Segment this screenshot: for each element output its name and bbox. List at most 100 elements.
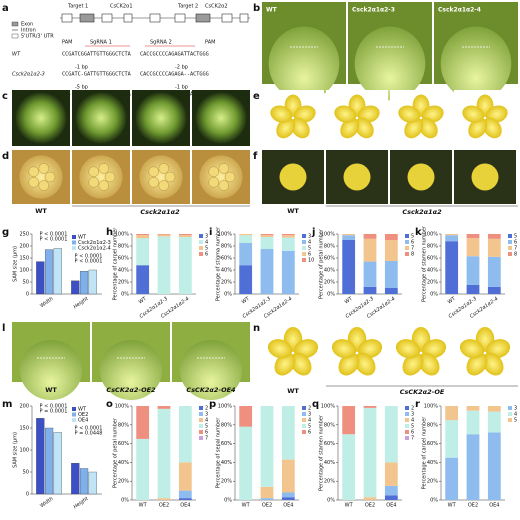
legend-swatch	[302, 252, 306, 256]
organ	[38, 180, 49, 191]
y-tick-label: 0%	[224, 498, 232, 504]
petal	[331, 339, 357, 359]
y-tick-label: 100%	[424, 404, 439, 410]
bar	[53, 432, 62, 495]
legend-text: Csck2α1α2-4	[78, 246, 111, 252]
bar-segment	[363, 407, 377, 498]
legend-text: OE4	[78, 418, 88, 424]
organ	[218, 163, 229, 174]
petal	[290, 352, 312, 376]
legend-text: 6	[308, 430, 311, 436]
legend-text: 5	[514, 418, 517, 424]
legend-swatch	[508, 246, 512, 250]
y-tick-label: 150	[19, 426, 29, 432]
y-tick-label: 80%	[427, 244, 438, 250]
legend-text: Exon	[21, 22, 33, 28]
bar	[36, 261, 45, 295]
bar-segment	[281, 492, 295, 498]
legend-swatch	[302, 406, 306, 410]
bar-segment	[466, 238, 480, 257]
panel-label: o	[106, 399, 113, 410]
y-tick-label: 80%	[118, 422, 129, 428]
legend-swatch	[199, 430, 203, 434]
organ	[88, 166, 99, 177]
organ	[164, 171, 176, 183]
organ	[38, 163, 49, 174]
bar-segment	[260, 235, 274, 237]
bar-segment	[178, 237, 192, 294]
flower-bud	[75, 92, 127, 144]
pam-label: PAM	[62, 40, 72, 46]
bar-segment	[239, 406, 253, 427]
x-tick-label: WT	[242, 503, 251, 509]
y-axis-label: Percentage of petal number	[319, 228, 325, 299]
bar-segment	[342, 240, 356, 294]
organ	[148, 166, 159, 177]
group-label: CsCK2α2-OE4	[186, 386, 236, 394]
legend-text: 5	[205, 424, 208, 430]
row-label: WT	[12, 52, 21, 58]
exon	[79, 13, 95, 23]
flower-center	[471, 163, 499, 191]
petal	[354, 117, 374, 139]
bar-segment	[260, 249, 274, 294]
organ-cluster	[199, 155, 243, 199]
exon	[123, 13, 133, 23]
bar-segment	[157, 406, 171, 409]
panel-label: a	[2, 3, 9, 14]
y-tick-label: 0%	[327, 498, 335, 504]
y-tick-label: 20%	[324, 280, 335, 286]
y-tick-label: 50	[23, 470, 29, 476]
bar-segment	[445, 406, 459, 421]
gene-name: CsCK2α2	[205, 4, 228, 10]
bar-segment	[342, 434, 356, 500]
petal	[276, 117, 296, 139]
sgrna-label: SgRNA 2	[150, 40, 172, 46]
panel-label: j	[311, 227, 315, 238]
panel-label: n	[253, 323, 260, 334]
legend-swatch	[72, 412, 76, 417]
y-tick-label: 100%	[321, 404, 336, 410]
organ	[148, 177, 159, 188]
legend-text: 2	[205, 406, 208, 412]
p-value: P < 0.0001	[40, 232, 68, 238]
legend-text: 2	[308, 406, 311, 412]
sam-shape	[19, 340, 83, 400]
legend-text: 5	[308, 424, 311, 430]
bar-segment	[487, 432, 501, 500]
y-tick-label: 0%	[430, 498, 438, 504]
petal	[395, 339, 421, 359]
panel-label: l	[2, 323, 5, 334]
petal	[338, 352, 360, 376]
bar-segment	[281, 237, 295, 251]
petal	[482, 352, 504, 376]
y-axis-label: Percentage of carpel number	[113, 227, 119, 301]
sequence: CCGATCGGATTGTTGGGCTCTA	[62, 52, 132, 58]
legend-text: 3	[205, 412, 208, 418]
legend-text: 6	[411, 240, 414, 246]
bar-segment	[178, 234, 192, 236]
bar	[71, 280, 80, 295]
petal	[267, 339, 293, 359]
flower-center	[279, 163, 307, 191]
legend-text: 6	[205, 252, 208, 258]
legend-text: 8	[514, 252, 517, 258]
y-tick-label: 20%	[221, 479, 232, 485]
legend-text: 4	[205, 418, 208, 424]
bar-segment	[157, 236, 171, 294]
legend-swatch	[405, 412, 409, 416]
exon	[195, 13, 211, 23]
panel-label: f	[253, 151, 258, 162]
legend-text: Csck2α1α2-3	[78, 240, 111, 246]
flower-center	[343, 163, 371, 191]
x-tick-label: Width	[39, 496, 54, 509]
y-tick-label: 20%	[118, 479, 129, 485]
y-tick-label: 40%	[221, 460, 232, 466]
bar-segment	[281, 235, 295, 238]
y-tick-label: 100%	[218, 232, 233, 238]
exon	[174, 13, 186, 23]
organ	[158, 180, 169, 191]
legend-text: 6	[205, 430, 208, 436]
group-label: CsCK2α2-OE	[400, 388, 445, 396]
